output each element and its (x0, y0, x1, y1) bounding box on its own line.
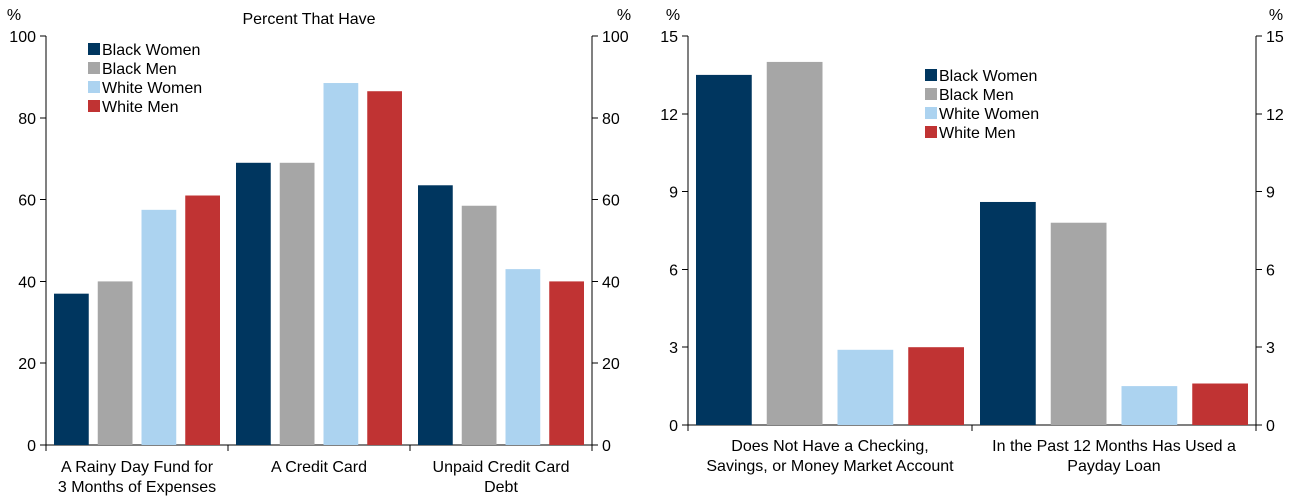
bar-white-women-2 (323, 83, 359, 445)
y-tick-label-left: 60 (18, 193, 36, 210)
chart-2: % % 0 0 3 3 6 6 9 9 12 12 15 15 Does Not Have a Checki… (660, 7, 1284, 475)
x-category-label-line: Debt (484, 479, 518, 496)
y-tick-label-left: 15 (660, 29, 678, 46)
bar-black-women-1 (696, 74, 752, 426)
x-category-label-line: In the Past 12 Months Has Used a (992, 438, 1236, 455)
y-tick-label-left: 80 (18, 111, 36, 128)
bar-black-men-3 (461, 205, 497, 445)
legend-swatch-black-women (88, 43, 100, 55)
legend-swatch-black-women (925, 69, 937, 81)
legend-swatch-black-men (88, 62, 100, 74)
y-unit-left: % (666, 7, 680, 24)
y-tick-label-right: 60 (602, 193, 620, 210)
legend-swatch-white-women (925, 107, 937, 119)
legend-label: Black Men (939, 87, 1014, 104)
x-category-label-line: A Credit Card (271, 459, 367, 476)
bar-black-men-1 (97, 281, 133, 445)
y-tick-label-left: 100 (9, 29, 36, 46)
x-category-label-line: Unpaid Credit Card (433, 459, 570, 476)
bar-white-women-3 (505, 269, 541, 445)
bar-white-men-1 (908, 347, 964, 425)
y-tick-label-right: 6 (1266, 262, 1275, 279)
x-category-label: Unpaid Credit Card Debt (433, 459, 570, 496)
chart-title: Percent That Have (242, 11, 375, 28)
x-category-label-line: Does Not Have a Checking, (731, 438, 928, 455)
bar-black-women-2 (236, 162, 271, 446)
y-tick-label-right: 15 (1266, 29, 1284, 46)
y-tick-label-right: 40 (602, 274, 620, 291)
legend-label: White Women (102, 80, 202, 97)
x-category-label-line: A Rainy Day Fund for (61, 459, 214, 476)
legend: Black Women Black Men White Women White Men (88, 42, 202, 116)
y-tick-label-right: 0 (602, 438, 611, 455)
y-tick-label-left: 20 (18, 356, 36, 373)
bar-black-men-1 (766, 61, 823, 426)
y-tick-label-right: 9 (1266, 185, 1275, 202)
x-category-label-line: Savings, or Money Market Account (706, 458, 954, 475)
bar-black-women-2 (980, 201, 1036, 425)
y-tick-label-left: 40 (18, 274, 36, 291)
y-tick-label-right: 3 (1266, 340, 1275, 357)
legend-swatch-white-women (88, 81, 100, 93)
bar-white-women-1 (141, 209, 177, 445)
bar-black-men-2 (1050, 222, 1107, 425)
y-unit-right: % (617, 7, 631, 24)
bar-white-men-3 (549, 281, 584, 445)
x-category-label-line: 3 Months of Expenses (58, 479, 216, 496)
y-tick-label-left: 0 (669, 418, 678, 435)
x-category-label: Does Not Have a Checking, Savings, or Mon… (706, 438, 954, 475)
bar-black-women-1 (54, 293, 89, 445)
bar-white-men-2 (367, 91, 402, 445)
bar-black-men-2 (279, 162, 315, 446)
bar-white-women-2 (1121, 386, 1178, 425)
y-tick-label-right: 100 (602, 29, 629, 46)
y-unit-right: % (1269, 7, 1283, 24)
legend-swatch-white-men (88, 100, 100, 112)
y-tick-label-left: 3 (669, 340, 678, 357)
x-category-label: A Rainy Day Fund for 3 Months of Expenses (58, 459, 216, 496)
y-tick-label-left: 0 (27, 438, 36, 455)
bar-white-women-1 (837, 349, 894, 425)
y-tick-label-right: 20 (602, 356, 620, 373)
y-tick-label-right: 0 (1266, 418, 1275, 435)
chart-1: Percent That Have% % 0 0 20 20 40 40 60 60 80 80 100… (7, 7, 631, 496)
y-tick-label-left: 12 (660, 107, 678, 124)
bar-black-women-3 (418, 185, 453, 445)
legend-label: White Men (102, 99, 178, 116)
legend-label: White Women (939, 106, 1039, 123)
y-tick-label-left: 6 (669, 262, 678, 279)
legend-label: Black Women (939, 68, 1037, 85)
y-unit-left: % (7, 7, 21, 24)
legend-label: Black Women (102, 42, 200, 59)
legend-label: White Men (939, 125, 1015, 142)
bar-white-men-2 (1192, 383, 1248, 425)
y-tick-label-left: 9 (669, 185, 678, 202)
x-category-label: In the Past 12 Months Has Used a Payday L… (992, 438, 1236, 475)
legend-swatch-black-men (925, 88, 937, 100)
x-category-label: A Credit Card (271, 459, 367, 476)
legend-label: Black Men (102, 61, 177, 78)
x-category-label-line: Payday Loan (1067, 458, 1160, 475)
y-tick-label-right: 80 (602, 111, 620, 128)
legend: Black Women Black Men White Women White Men (925, 68, 1039, 142)
y-tick-label-right: 12 (1266, 107, 1284, 124)
bar-white-men-1 (185, 195, 220, 445)
legend-swatch-white-men (925, 126, 937, 138)
